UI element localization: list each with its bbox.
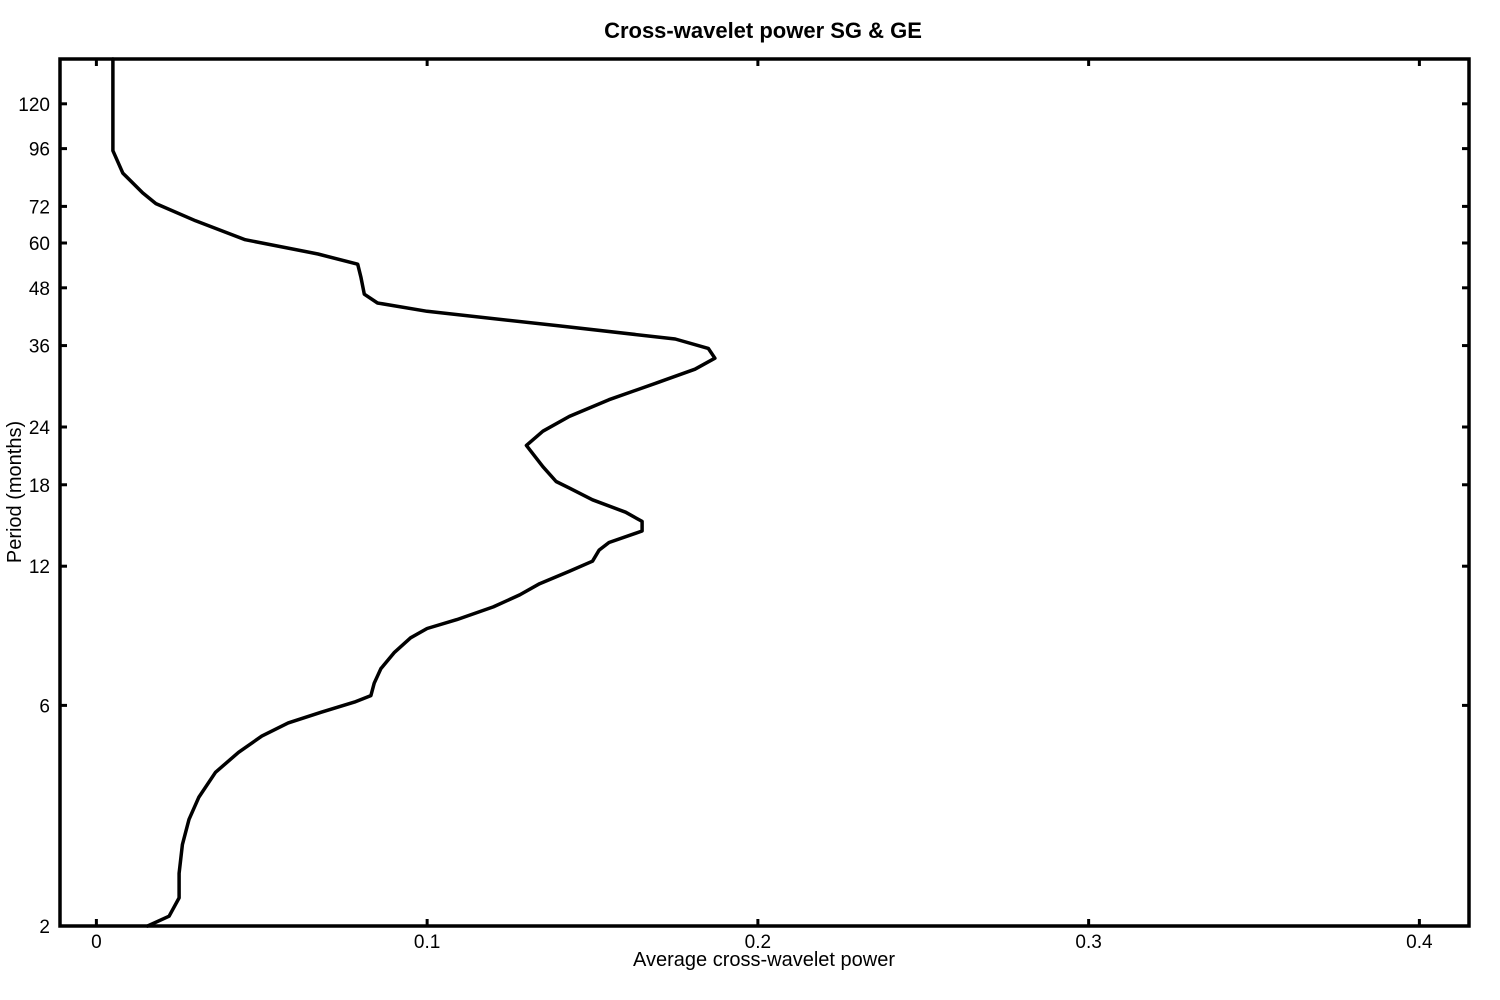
series-layer	[111, 57, 717, 928]
y-axis-ticks: 2 6 12 18 24 36 48 60 72 96 120	[18, 95, 1469, 938]
y-tick-label: 6	[39, 696, 50, 717]
x-tick-label: 0.3	[1075, 932, 1101, 953]
x-tick-label: 0.1	[414, 932, 440, 953]
x-tick-label: 0.2	[745, 932, 771, 953]
y-tick-label: 48	[29, 279, 50, 300]
y-tick-label: 60	[29, 234, 50, 255]
y-tick-label: 120	[18, 95, 50, 116]
x-tick-label: 0	[91, 932, 102, 953]
chart-title: Cross-wavelet power SG & GE	[604, 18, 922, 43]
y-tick-label: 2	[39, 917, 50, 938]
y-tick-label: 24	[29, 418, 51, 439]
y-tick-label: 72	[29, 197, 50, 218]
y-tick-label: 18	[29, 476, 50, 497]
series-line	[111, 57, 717, 928]
x-tick-label: 0.4	[1406, 932, 1433, 953]
y-tick-label: 36	[29, 337, 50, 358]
x-axis-label: Average cross-wavelet power	[633, 949, 895, 971]
y-tick-label: 96	[29, 140, 50, 161]
y-tick-label: 12	[29, 557, 50, 578]
plot-frame	[58, 57, 1471, 928]
x-axis-ticks: 0 0.1 0.2 0.3 0.4	[91, 59, 1433, 953]
y-axis-label: Period (months)	[4, 421, 26, 563]
